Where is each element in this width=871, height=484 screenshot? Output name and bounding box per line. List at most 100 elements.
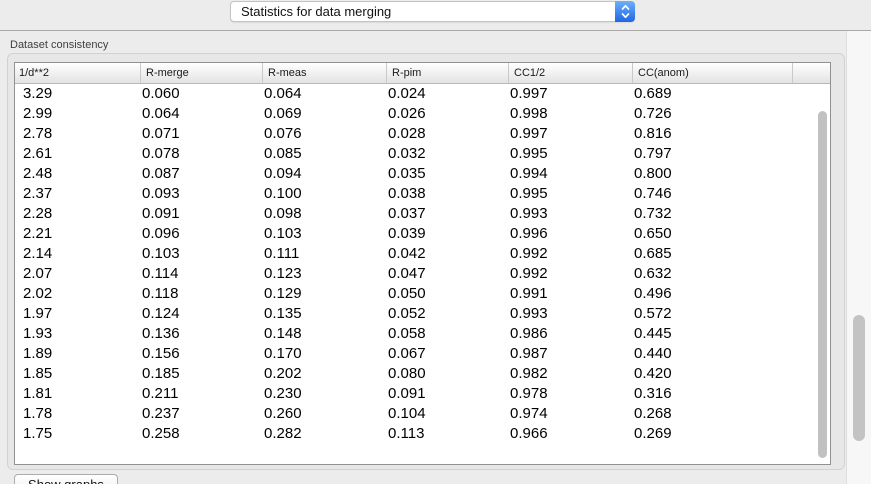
cell-rmeas: 0.094 (264, 165, 302, 182)
table-row[interactable]: 1.97 0.124 0.135 0.052 0.993 0.572 (15, 304, 830, 324)
cell-resolution: 2.21 (23, 225, 53, 242)
table-scrollbar-thumb[interactable] (818, 111, 827, 458)
cell-ccanom: 0.732 (634, 205, 672, 222)
cell-ccanom: 0.268 (634, 405, 672, 422)
cell-rmerge: 0.118 (142, 285, 179, 302)
column-header-rpim[interactable]: R-pim (386, 63, 508, 83)
cell-cchalf: 0.994 (510, 165, 548, 182)
cell-rmeas: 0.085 (264, 145, 302, 162)
toolbar-divider (0, 30, 871, 31)
cell-rpim: 0.050 (388, 285, 426, 302)
cell-cchalf: 0.993 (510, 205, 548, 222)
cell-ccanom: 0.440 (634, 345, 672, 362)
cell-rmeas: 0.103 (264, 225, 302, 242)
cell-rpim: 0.080 (388, 365, 426, 382)
table-row[interactable]: 2.78 0.071 0.076 0.028 0.997 0.816 (15, 124, 830, 144)
cell-ccanom: 0.269 (634, 425, 672, 442)
cell-rmeas: 0.129 (264, 285, 302, 302)
cell-resolution: 3.29 (23, 85, 53, 102)
cell-ccanom: 0.650 (634, 225, 672, 242)
cell-rpim: 0.067 (388, 345, 426, 362)
cell-rpim: 0.047 (388, 265, 426, 282)
cell-cchalf: 0.997 (510, 125, 548, 142)
cell-rmeas: 0.135 (264, 305, 302, 322)
cell-rmeas: 0.069 (264, 105, 302, 122)
table-header-row: 1/d**2 R-merge R-meas R-pim CC1/2 CC(ano… (15, 63, 830, 84)
cell-cchalf: 0.995 (510, 145, 548, 162)
table-row[interactable]: 2.14 0.103 0.111 0.042 0.992 0.685 (15, 244, 830, 264)
cell-rmeas: 0.230 (264, 385, 302, 402)
cell-ccanom: 0.496 (634, 285, 672, 302)
window-scrollbar-track[interactable] (846, 31, 871, 484)
dataset-consistency-label: Dataset consistency (10, 39, 109, 51)
cell-cchalf: 0.986 (510, 325, 548, 342)
window-scrollbar-thumb[interactable] (853, 315, 865, 441)
table-row[interactable]: 2.37 0.093 0.100 0.038 0.995 0.746 (15, 184, 830, 204)
cell-rpim: 0.024 (388, 85, 426, 102)
cell-ccanom: 0.572 (634, 305, 672, 322)
table-row[interactable]: 2.21 0.096 0.103 0.039 0.996 0.650 (15, 224, 830, 244)
cell-rmerge: 0.114 (142, 265, 179, 282)
statistics-table: 1/d**2 R-merge R-meas R-pim CC1/2 CC(ano… (14, 62, 831, 465)
table-row[interactable]: 3.29 0.060 0.064 0.024 0.997 0.689 (15, 84, 830, 104)
table-row[interactable]: 2.02 0.118 0.129 0.050 0.991 0.496 (15, 284, 830, 304)
cell-rmeas: 0.064 (264, 85, 302, 102)
cell-resolution: 2.28 (23, 205, 53, 222)
cell-rmeas: 0.170 (264, 345, 302, 362)
table-row[interactable]: 2.48 0.087 0.094 0.035 0.994 0.800 (15, 164, 830, 184)
cell-resolution: 2.78 (23, 125, 53, 142)
column-header-resolution[interactable]: 1/d**2 (19, 67, 49, 79)
cell-rmerge: 0.091 (142, 205, 180, 222)
column-header-rmeas[interactable]: R-meas (262, 63, 386, 83)
cell-cchalf: 0.995 (510, 185, 548, 202)
cell-resolution: 1.75 (23, 425, 53, 442)
column-header-ccanom[interactable]: CC(anom) (632, 63, 792, 83)
cell-ccanom: 0.316 (634, 385, 672, 402)
cell-ccanom: 0.800 (634, 165, 672, 182)
cell-rmeas: 0.111 (264, 245, 300, 262)
cell-resolution: 1.81 (23, 385, 53, 402)
table-row[interactable]: 1.93 0.136 0.148 0.058 0.986 0.445 (15, 324, 830, 344)
column-header-filler (792, 63, 830, 83)
cell-cchalf: 0.978 (510, 385, 548, 402)
cell-rmerge: 0.103 (142, 245, 180, 262)
show-graphs-button[interactable]: Show graphs (14, 474, 118, 484)
cell-resolution: 2.37 (23, 185, 53, 202)
cell-cchalf: 0.996 (510, 225, 548, 242)
cell-rpim: 0.052 (388, 305, 426, 322)
cell-rmerge: 0.185 (142, 365, 180, 382)
cell-rpim: 0.032 (388, 145, 426, 162)
cell-rmeas: 0.282 (264, 425, 302, 442)
cell-rmerge: 0.136 (142, 325, 180, 342)
table-row[interactable]: 1.85 0.185 0.202 0.080 0.982 0.420 (15, 364, 830, 384)
table-row[interactable]: 1.89 0.156 0.170 0.067 0.987 0.440 (15, 344, 830, 364)
cell-ccanom: 0.632 (634, 265, 672, 282)
cell-rmerge: 0.078 (142, 145, 180, 162)
cell-rmerge: 0.071 (142, 125, 180, 142)
cell-rmerge: 0.064 (142, 105, 180, 122)
cell-rmerge: 0.087 (142, 165, 180, 182)
table-row[interactable]: 2.61 0.078 0.085 0.032 0.995 0.797 (15, 144, 830, 164)
cell-resolution: 2.48 (23, 165, 53, 182)
cell-resolution: 1.89 (23, 345, 53, 362)
cell-cchalf: 0.992 (510, 265, 548, 282)
cell-rmerge: 0.124 (142, 305, 180, 322)
table-row[interactable]: 2.07 0.114 0.123 0.047 0.992 0.632 (15, 264, 830, 284)
statistics-dropdown[interactable]: Statistics for data merging (230, 1, 635, 22)
cell-cchalf: 0.982 (510, 365, 548, 382)
column-header-rmerge[interactable]: R-merge (140, 63, 262, 83)
cell-ccanom: 0.726 (634, 105, 672, 122)
cell-rmeas: 0.098 (264, 205, 302, 222)
cell-resolution: 2.99 (23, 105, 53, 122)
cell-rmeas: 0.148 (264, 325, 302, 342)
table-row[interactable]: 1.81 0.211 0.230 0.091 0.978 0.316 (15, 384, 830, 404)
cell-rmeas: 0.202 (264, 365, 302, 382)
column-header-cchalf[interactable]: CC1/2 (508, 63, 632, 83)
table-row[interactable]: 2.99 0.064 0.069 0.026 0.998 0.726 (15, 104, 830, 124)
cell-resolution: 1.93 (23, 325, 53, 342)
cell-resolution: 1.97 (23, 305, 53, 322)
cell-rmerge: 0.258 (142, 425, 180, 442)
table-row[interactable]: 1.78 0.237 0.260 0.104 0.974 0.268 (15, 404, 830, 424)
table-row[interactable]: 2.28 0.091 0.098 0.037 0.993 0.732 (15, 204, 830, 224)
table-row[interactable]: 1.75 0.258 0.282 0.113 0.966 0.269 (15, 424, 830, 444)
